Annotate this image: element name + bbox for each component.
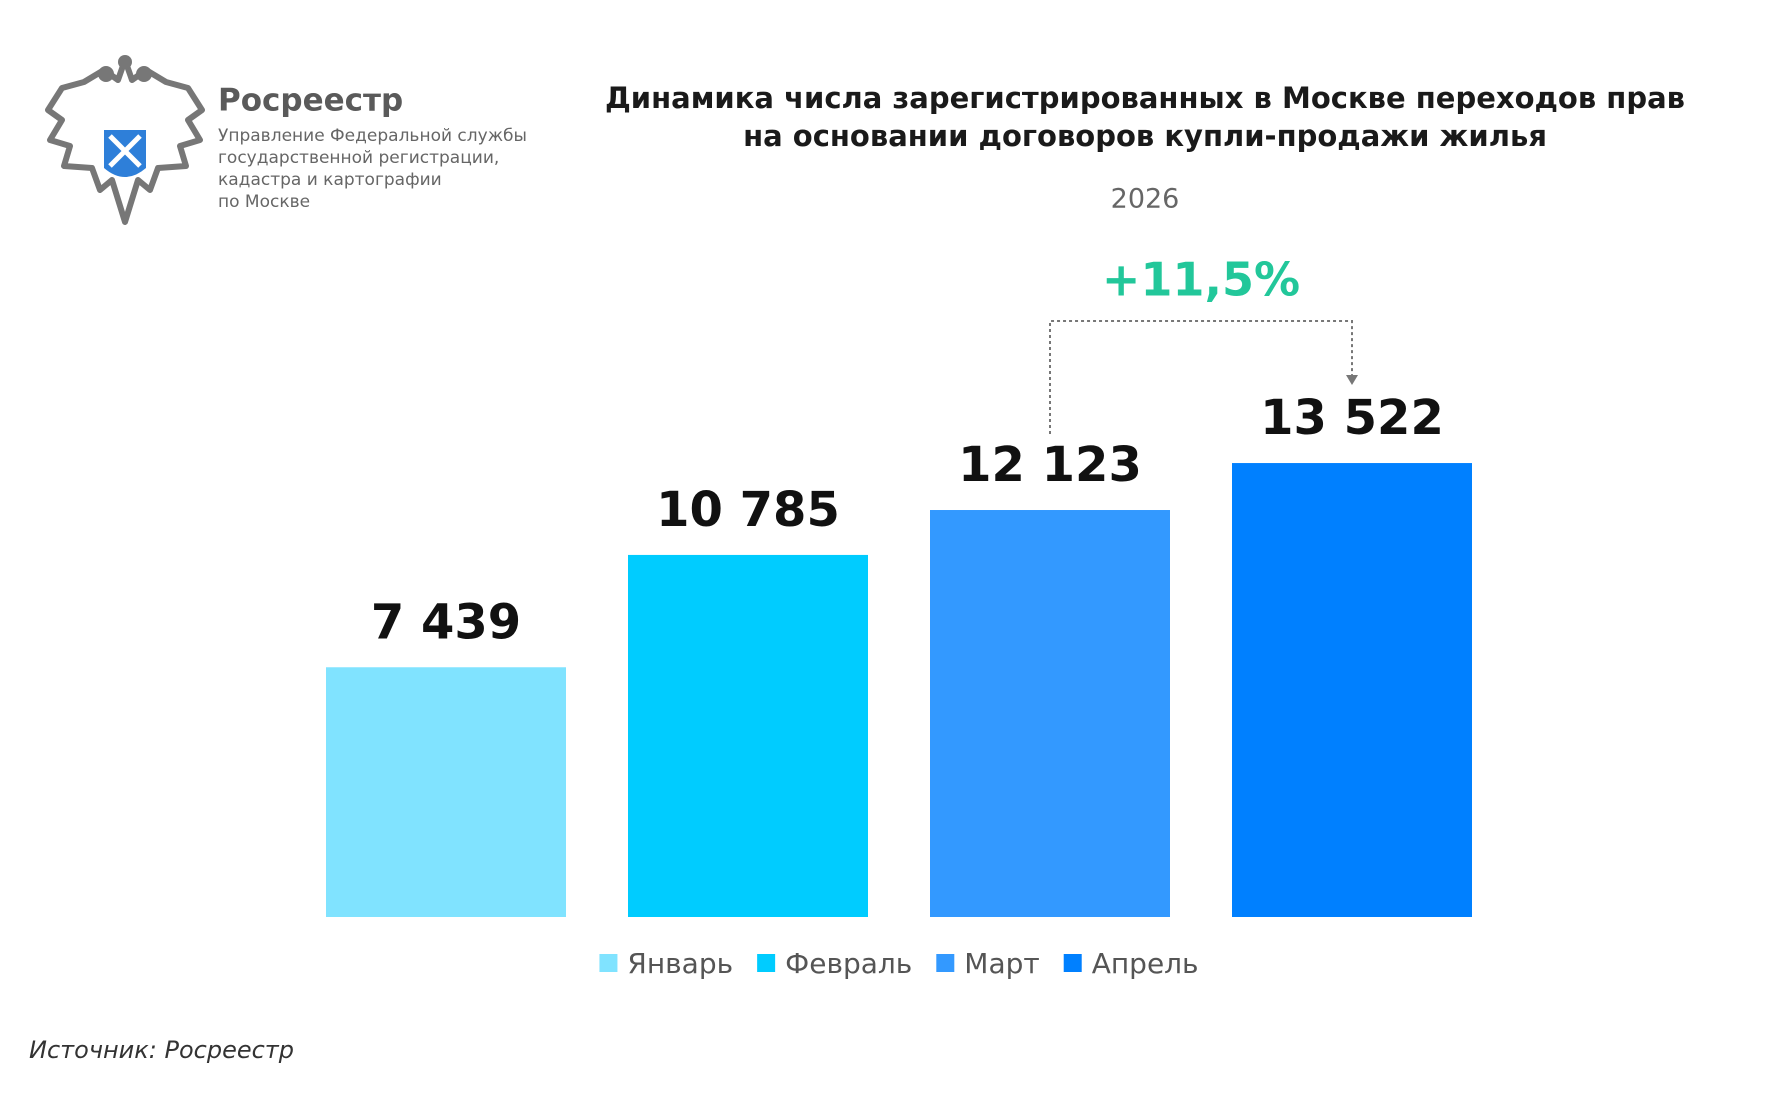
legend-label: Февраль	[785, 947, 912, 980]
annotation: +11,5%	[1102, 253, 1300, 307]
legend-swatch	[1063, 954, 1082, 972]
logo-line: по Москве	[218, 192, 310, 212]
value-label: 13 522	[1260, 390, 1444, 446]
bar	[930, 510, 1170, 917]
source: Источник: Росреестр	[29, 1036, 294, 1064]
legend-swatch	[599, 954, 618, 972]
legend-label: Январь	[627, 947, 733, 980]
logo-line: Управление Федеральной службы	[218, 126, 527, 146]
bar	[628, 554, 868, 917]
logo-line: кадастра и картографии	[218, 170, 442, 190]
chart-title: Динамика числа зарегистрированных в Моск…	[605, 81, 1685, 115]
legend-label: Апрель	[1092, 947, 1199, 980]
category-label: 2026	[1111, 184, 1180, 215]
logo-brand: Росреестр	[218, 83, 403, 119]
annotation-arrow	[1346, 375, 1358, 386]
annotation-bracket	[1049, 320, 1353, 435]
legend-swatch	[757, 954, 776, 972]
legend-swatch	[936, 954, 955, 972]
legend-label: Март	[964, 947, 1039, 980]
logo-line: государственной регистрации,	[218, 148, 499, 168]
logo-emblem	[45, 55, 205, 225]
chart-title: на основании договоров купли-продажи жил…	[743, 119, 1547, 153]
value-label: 12 123	[958, 437, 1142, 493]
value-label: 10 785	[656, 482, 840, 538]
value-label: 7 439	[371, 594, 521, 650]
bar	[326, 667, 566, 917]
bar	[1232, 463, 1472, 917]
